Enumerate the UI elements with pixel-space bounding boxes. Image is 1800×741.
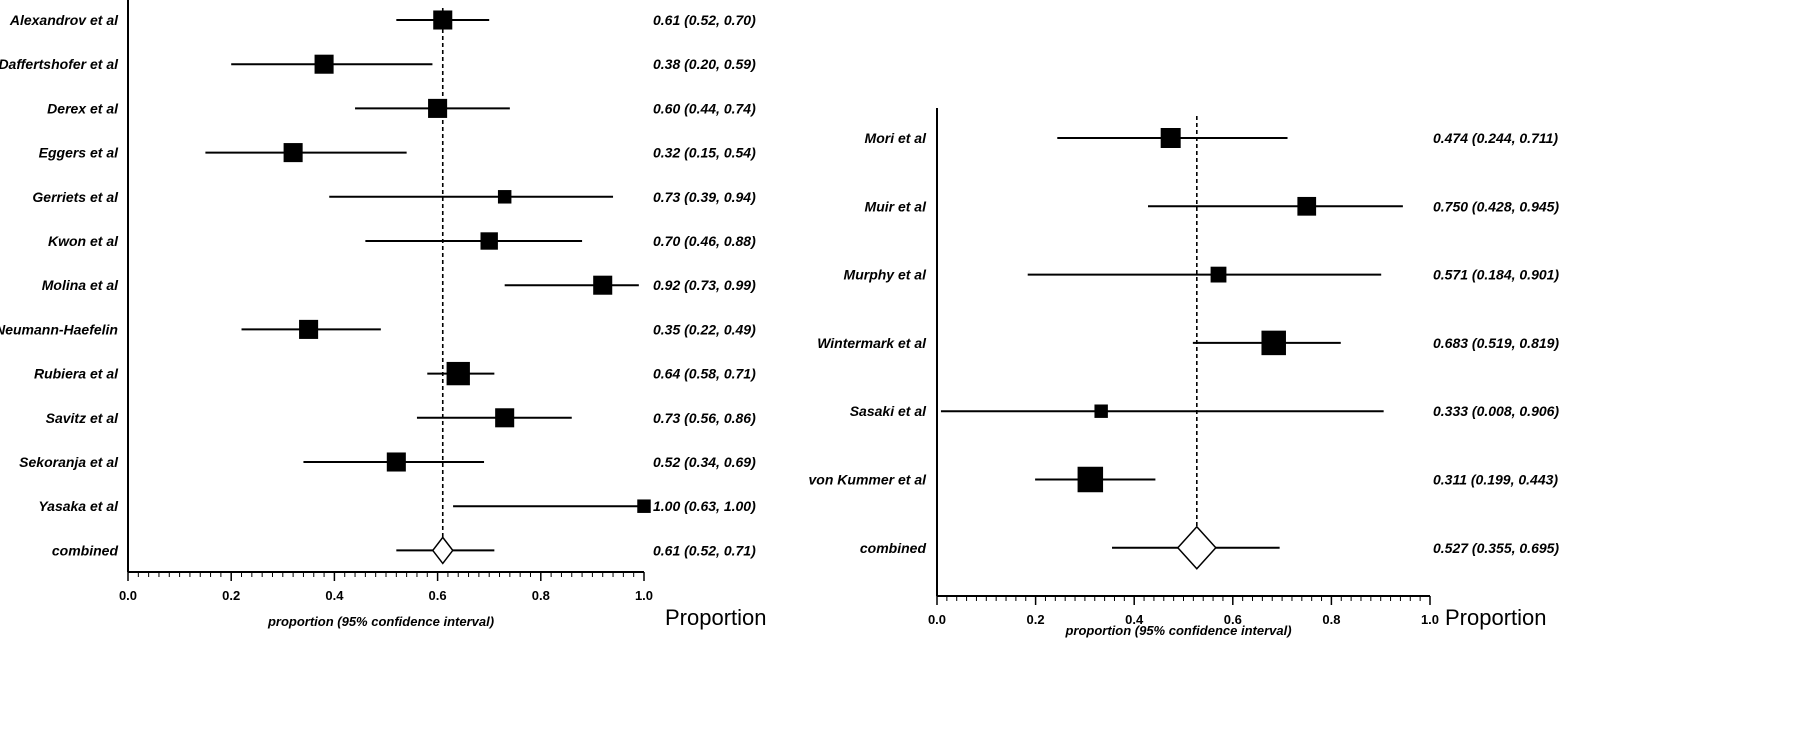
ci-text: 0.750 (0.428, 0.945) xyxy=(1433,198,1559,214)
study-label: Muir et al xyxy=(865,198,928,214)
study-label: Rubiera et al xyxy=(34,366,119,382)
combined-label: combined xyxy=(860,540,927,556)
study-label: Sekoranja et al xyxy=(19,454,119,470)
point-estimate-square xyxy=(593,275,613,295)
combined-label: combined xyxy=(52,542,119,558)
ci-text: 0.52 (0.34, 0.69) xyxy=(653,454,756,470)
study-label: von Kummer et al xyxy=(809,472,928,488)
point-estimate-square xyxy=(314,54,334,74)
point-estimate-square xyxy=(283,143,303,163)
ci-text: 0.61 (0.52, 0.70) xyxy=(653,12,756,28)
unit-label: Proportion xyxy=(1445,605,1547,630)
forest-plot-right: 0.0 0.2 0.4 0.6 0.8 1.0 proportion (95% confid… xyxy=(809,108,1559,638)
point-estimate-square xyxy=(446,361,470,386)
point-estimate-square xyxy=(386,452,406,472)
study-label: Molina et al xyxy=(42,277,119,293)
x-tick-label: 0.0 xyxy=(928,612,946,627)
x-tick-label: 0.8 xyxy=(1322,612,1340,627)
point-estimate-square xyxy=(637,499,651,513)
point-estimate-square xyxy=(1210,266,1227,283)
x-tick-label: 0.2 xyxy=(1027,612,1045,627)
point-estimate-square xyxy=(480,232,498,250)
x-axis-title: proportion (95% confidence interval) xyxy=(1064,623,1291,638)
study-label: Savitz et al xyxy=(46,410,119,426)
ci-text: 0.64 (0.58, 0.71) xyxy=(653,366,756,382)
point-estimate-square xyxy=(428,98,448,118)
combined-diamond xyxy=(431,536,454,565)
point-estimate-square xyxy=(1297,196,1317,216)
study-label: Gerriets et al xyxy=(32,189,119,205)
x-tick-label: 0.4 xyxy=(1125,612,1144,627)
study-label: Alexandrov et al xyxy=(9,12,119,28)
combined-diamond xyxy=(1176,525,1217,570)
x-tick-label: 0.8 xyxy=(532,588,550,603)
combined-ci-text: 0.527 (0.355, 0.695) xyxy=(1433,540,1559,556)
study-label: Yasaka et al xyxy=(38,498,119,514)
x-tick-label: 1.0 xyxy=(635,588,653,603)
x-tick-label: 1.0 xyxy=(1421,612,1439,627)
point-estimate-square xyxy=(497,190,512,204)
x-tick-label: 0.2 xyxy=(222,588,240,603)
study-label: Sasaki et al xyxy=(850,403,927,419)
ci-text: 0.70 (0.46, 0.88) xyxy=(653,233,756,249)
study-label: Neumann-Haefelin xyxy=(0,321,118,337)
combined-ci-text: 0.61 (0.52, 0.71) xyxy=(653,542,756,558)
point-estimate-square xyxy=(299,319,319,339)
point-estimate-square xyxy=(495,408,515,428)
study-label: Wintermark et al xyxy=(817,335,927,351)
x-tick-label: 0.6 xyxy=(429,588,447,603)
study-label: Kwon et al xyxy=(48,233,119,249)
unit-label: Proportion xyxy=(665,605,767,630)
point-estimate-square xyxy=(1160,128,1181,148)
ci-text: 0.311 (0.199, 0.443) xyxy=(1433,472,1558,488)
point-estimate-square xyxy=(1094,404,1108,418)
ci-text: 0.73 (0.56, 0.86) xyxy=(653,410,756,426)
ci-text: 0.60 (0.44, 0.74) xyxy=(653,100,756,116)
study-label: Mori et al xyxy=(865,130,928,146)
ci-text: 0.92 (0.73, 0.99) xyxy=(653,277,756,293)
ci-text: 0.571 (0.184, 0.901) xyxy=(1433,267,1559,283)
point-estimate-square xyxy=(1077,466,1104,493)
x-tick-label: 0.4 xyxy=(325,588,344,603)
x-tick-label: 0.6 xyxy=(1224,612,1242,627)
study-label: Derex et al xyxy=(47,100,119,116)
study-label: Daffertshofer et al xyxy=(0,56,119,72)
point-estimate-square xyxy=(1261,330,1286,356)
ci-text: 0.683 (0.519, 0.819) xyxy=(1433,335,1559,351)
study-label: Murphy et al xyxy=(844,267,928,283)
ci-text: 0.38 (0.20, 0.59) xyxy=(653,56,756,72)
ci-text: 0.73 (0.39, 0.94) xyxy=(653,189,756,205)
forest-plot-left: 0.0 0.2 0.4 0.6 0.8 1.0 proportion (95% confid… xyxy=(0,0,767,630)
ci-text: 0.35 (0.22, 0.49) xyxy=(653,321,756,337)
x-axis-title: proportion (95% confidence interval) xyxy=(267,614,494,629)
study-label: Eggers et al xyxy=(39,145,119,161)
ci-text: 1.00 (0.63, 1.00) xyxy=(653,498,756,514)
ci-text: 0.333 (0.008, 0.906) xyxy=(1433,403,1559,419)
x-tick-label: 0.0 xyxy=(119,588,137,603)
ci-text: 0.32 (0.15, 0.54) xyxy=(653,145,756,161)
ci-text: 0.474 (0.244, 0.711) xyxy=(1433,130,1558,146)
point-estimate-square xyxy=(433,10,453,30)
